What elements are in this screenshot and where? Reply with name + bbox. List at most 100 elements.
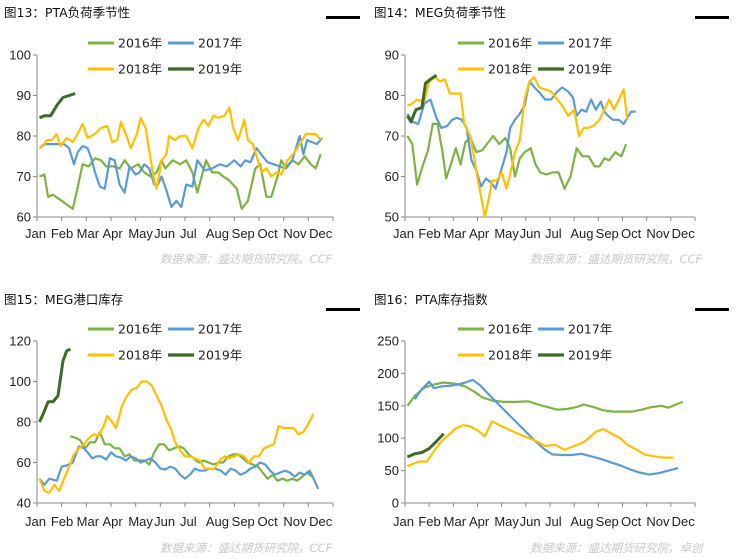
x-tick-label: Oct — [621, 514, 642, 529]
series-line-2018 — [38, 380, 315, 494]
legend-label: 2017年 — [568, 36, 612, 51]
x-tick-label: Jul — [545, 226, 562, 241]
y-tick-label: 90 — [385, 48, 399, 63]
x-tick-label: Nov — [283, 226, 307, 241]
chart-title: 图16：PTA库存指数 — [374, 292, 488, 307]
legend-label: 2016年 — [488, 36, 532, 51]
source-note: 数据来源：盛达期货研究院，CCF — [160, 252, 333, 266]
x-tick-label: Jan — [25, 226, 46, 241]
y-tick-label: 60 — [17, 210, 31, 225]
legend-label: 2018年 — [488, 348, 532, 363]
series-line-2016 — [406, 381, 684, 413]
x-tick-label: Jun — [520, 514, 541, 529]
legend-label: 2016年 — [118, 36, 162, 51]
chart-title: 图14：MEG负荷季节性 — [374, 5, 506, 20]
x-tick-label: Jan — [393, 226, 414, 241]
title-bar — [695, 308, 729, 311]
x-tick-label: Nov — [283, 514, 307, 529]
x-tick-label: Oct — [258, 226, 279, 241]
x-tick-label: Jan — [25, 514, 46, 529]
series-line-2017 — [413, 378, 679, 476]
title-bar — [326, 16, 360, 19]
source-note: 数据来源：盛达期货研究院，CCF — [530, 252, 703, 266]
x-tick-label: Sep — [596, 226, 619, 241]
x-tick-label: Apr — [103, 226, 124, 241]
x-tick-label: Jul — [180, 514, 197, 529]
y-tick-label: 250 — [377, 334, 399, 349]
chart-panel-pta-inventory-index: 图16：PTA库存指数 0 50 100 150 200 250 Jan Feb Mar Apr M… — [370, 279, 740, 558]
chart-panel-pta-load: 图13：PTA负荷季节性 60 70 80 90 100 Jan Feb Mar Apr May J… — [0, 0, 370, 279]
x-tick-label: Mar — [444, 226, 467, 241]
legend-label: 2018年 — [118, 348, 162, 363]
x-tick-label: Feb — [418, 226, 440, 241]
x-tick-label: Jun — [520, 226, 541, 241]
chart-panel-meg-port-inventory: 图15：MEG港口库存 40 60 80 100 120 Jan Feb Mar Apr May J… — [0, 279, 370, 558]
legend-label: 2018年 — [488, 62, 532, 77]
y-tick-label: 50 — [385, 210, 399, 225]
chart-title: 图13：PTA负荷季节性 — [4, 5, 131, 20]
series-line-2017 — [406, 80, 636, 190]
legend-label: 2016年 — [118, 322, 162, 337]
source-note: 数据来源：盛达期货研究院，CCF — [160, 541, 333, 555]
y-tick-label: 200 — [377, 366, 399, 381]
x-tick-label: Apr — [469, 226, 490, 241]
x-tick-label: Sep — [232, 514, 255, 529]
x-tick-label: Oct — [258, 514, 279, 529]
y-tick-label: 80 — [385, 88, 399, 103]
x-tick-label: May — [128, 226, 153, 241]
legend-label: 2019年 — [198, 348, 242, 363]
x-tick-label: Jul — [180, 226, 197, 241]
x-tick-label: Jun — [154, 226, 175, 241]
x-tick-label: Apr — [469, 514, 490, 529]
legend-label: 2019年 — [198, 62, 242, 77]
series-line-2018 — [406, 420, 674, 468]
x-tick-label: May — [128, 514, 153, 529]
x-tick-label: Jun — [154, 514, 175, 529]
pta-load-chart: 60 70 80 90 100 Jan Feb Mar Apr May Jun Jul Aug Sep Oc… — [9, 36, 334, 266]
x-tick-label: Mar — [77, 514, 100, 529]
x-tick-label: Dec — [309, 226, 333, 241]
x-tick-label: Oct — [621, 226, 642, 241]
legend-label: 2018年 — [118, 62, 162, 77]
x-tick-label: Apr — [103, 514, 124, 529]
y-tick-label: 90 — [17, 88, 31, 103]
meg-port-inventory-chart: 40 60 80 100 120 Jan Feb Mar Apr May Jun Jul Aug Sep O… — [9, 322, 334, 555]
x-tick-label: Mar — [77, 226, 100, 241]
y-tick-label: 80 — [17, 129, 31, 144]
y-tick-label: 80 — [17, 415, 31, 430]
legend-label: 2017年 — [198, 322, 242, 337]
legend-label: 2016年 — [488, 322, 532, 337]
legend-label: 2017年 — [568, 322, 612, 337]
y-tick-label: 70 — [385, 129, 399, 144]
y-tick-label: 70 — [17, 169, 31, 184]
y-tick-label: 60 — [385, 169, 399, 184]
x-tick-label: Mar — [444, 514, 467, 529]
y-tick-label: 0 — [392, 496, 399, 511]
source-note: 数据来源：盛达期货研究院，卓创 — [530, 541, 704, 555]
y-tick-label: 100 — [377, 431, 399, 446]
series-line-2018 — [406, 76, 629, 219]
x-tick-label: Nov — [646, 514, 670, 529]
series-line-2016 — [39, 153, 322, 210]
y-tick-label: 50 — [385, 463, 399, 478]
x-tick-label: Nov — [646, 226, 670, 241]
y-tick-label: 100 — [9, 374, 31, 389]
x-tick-label: Sep — [596, 514, 619, 529]
x-tick-label: Aug — [206, 514, 229, 529]
y-tick-label: 40 — [17, 496, 31, 511]
y-tick-label: 150 — [377, 398, 399, 413]
series-line-2017 — [38, 445, 320, 490]
x-tick-label: Dec — [309, 514, 333, 529]
x-tick-label: Jul — [545, 514, 562, 529]
x-tick-label: May — [494, 226, 519, 241]
title-bar — [695, 16, 729, 19]
x-tick-label: Dec — [672, 226, 696, 241]
series-line-2019 — [38, 347, 72, 423]
legend-label: 2017年 — [198, 36, 242, 51]
series-line-2019 — [406, 432, 445, 459]
pta-inventory-index-chart: 0 50 100 150 200 250 Jan Feb Mar Apr May Jun Jul Aug S… — [377, 322, 704, 556]
x-tick-label: Feb — [418, 514, 440, 529]
chart-panel-meg-load: 图14：MEG负荷季节性 50 60 70 80 90 Jan Feb Mar Apr May Ju… — [370, 0, 740, 279]
legend-label: 2019年 — [568, 62, 612, 77]
x-tick-label: May — [494, 514, 519, 529]
